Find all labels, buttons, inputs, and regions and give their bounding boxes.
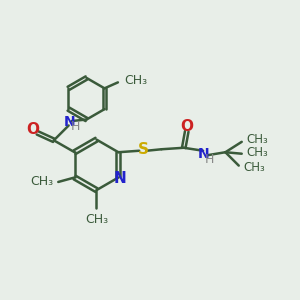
Text: CH₃: CH₃ (247, 146, 268, 159)
Text: CH₃: CH₃ (124, 74, 147, 87)
Text: CH₃: CH₃ (30, 176, 53, 188)
Text: O: O (180, 118, 193, 134)
Text: CH₃: CH₃ (85, 213, 108, 226)
Text: O: O (26, 122, 40, 137)
Text: N: N (198, 147, 209, 161)
Text: S: S (138, 142, 149, 157)
Text: N: N (113, 172, 126, 187)
Text: N: N (64, 115, 75, 129)
Text: H: H (70, 121, 80, 134)
Text: CH₃: CH₃ (247, 133, 268, 146)
Text: CH₃: CH₃ (244, 161, 266, 174)
Text: H: H (204, 153, 214, 166)
